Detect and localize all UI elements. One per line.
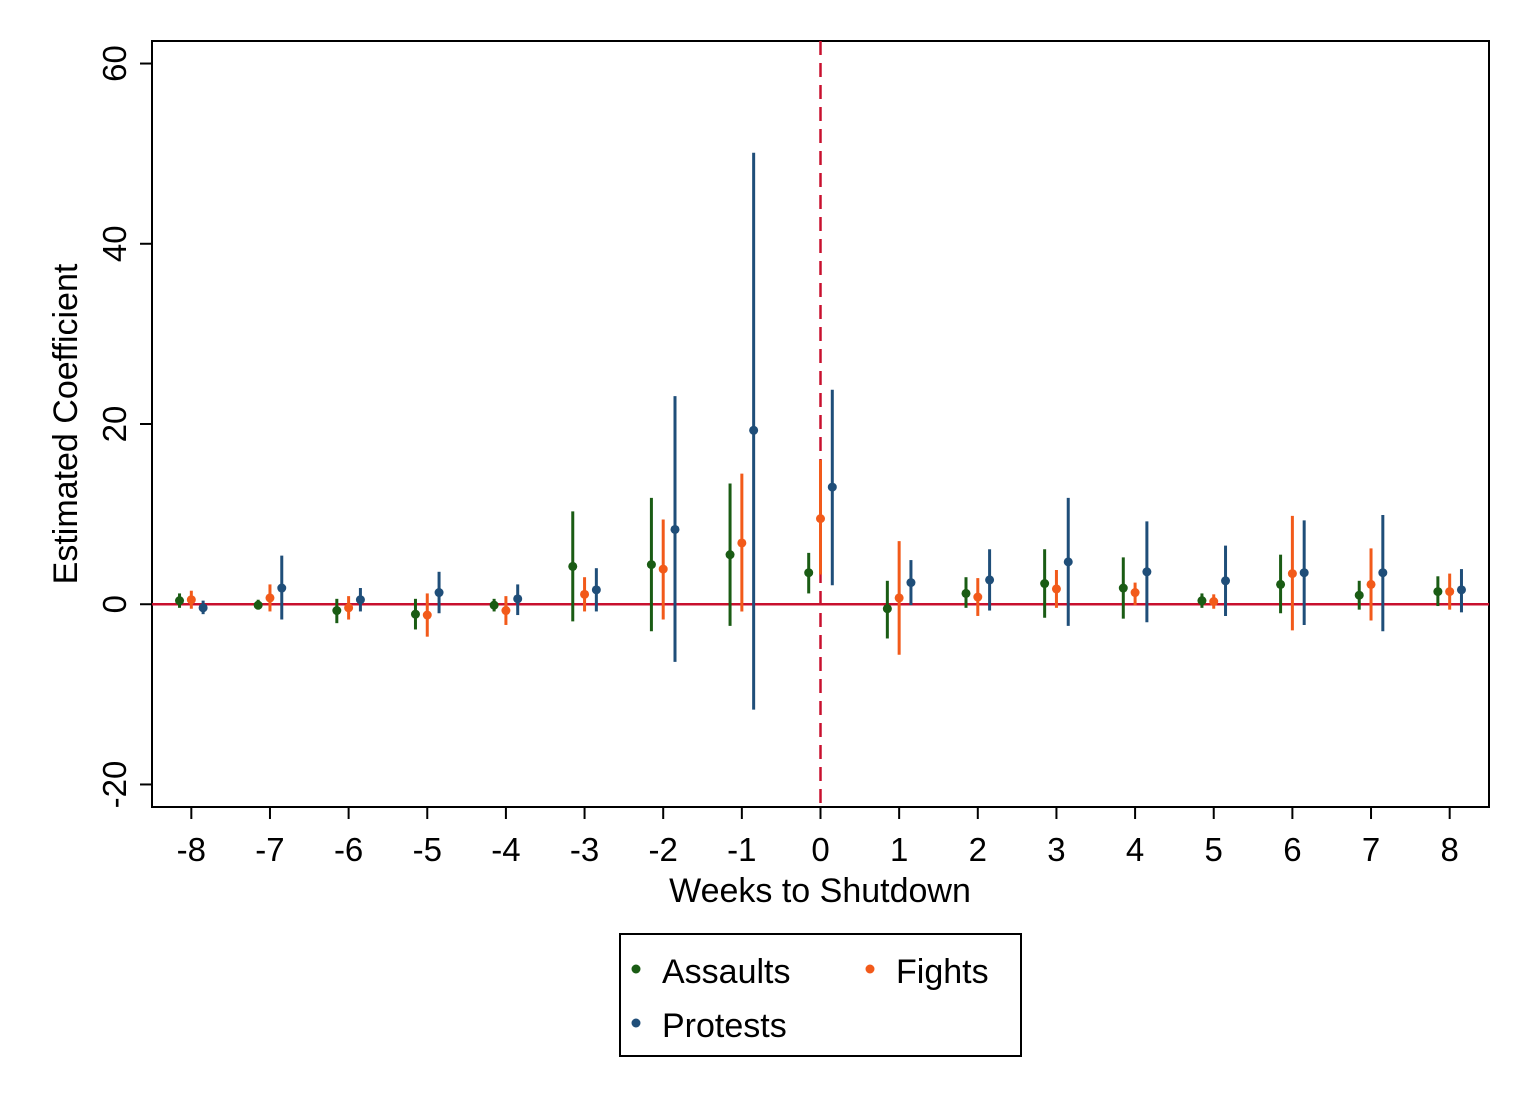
- x-tick-label: -7: [255, 831, 284, 868]
- protests-point: [985, 575, 995, 585]
- x-tick-label: 5: [1205, 831, 1223, 868]
- legend-label-fights: Fights: [896, 953, 989, 991]
- assaults-point: [725, 550, 735, 560]
- assaults-point: [804, 568, 814, 578]
- protests-point: [277, 583, 287, 593]
- assaults-point: [175, 596, 185, 606]
- x-tick-label: -1: [727, 831, 756, 868]
- y-tick-label: 20: [96, 406, 133, 443]
- x-tick-label: 0: [811, 831, 829, 868]
- assaults-point: [253, 600, 263, 610]
- protests-point: [906, 578, 916, 588]
- y-tick-label: 0: [96, 595, 133, 613]
- fights-point: [658, 564, 668, 574]
- fights-point: [1445, 587, 1455, 597]
- y-tick-label: 60: [96, 45, 133, 82]
- legend-label-protests: Protests: [662, 1007, 787, 1045]
- assaults-point: [1276, 579, 1286, 589]
- assaults-point: [489, 600, 499, 610]
- protests-point: [198, 603, 208, 613]
- series-protests: [198, 152, 1466, 710]
- protests-point: [355, 595, 365, 605]
- fights-point: [265, 593, 275, 603]
- fights-point: [344, 603, 354, 613]
- series-assaults: [175, 483, 1443, 639]
- assaults-point: [332, 606, 342, 616]
- protests-point: [1378, 568, 1388, 578]
- assaults-point: [1197, 596, 1207, 606]
- legend-label-assaults: Assaults: [662, 953, 791, 991]
- legend: Assaults Fights Protests: [619, 933, 1022, 1057]
- x-tick-label: 8: [1440, 831, 1458, 868]
- protests-point: [827, 482, 837, 492]
- fights-point: [816, 514, 825, 524]
- legend-box: [619, 933, 1022, 1057]
- legend-marker-protests: [631, 1018, 641, 1028]
- assaults-point: [646, 560, 656, 570]
- assaults-point: [1040, 579, 1050, 589]
- x-axis-label: Weeks to Shutdown: [669, 872, 971, 910]
- y-tick-label: -20: [96, 761, 133, 809]
- protests-point: [1299, 568, 1309, 578]
- fights-point: [501, 606, 511, 616]
- x-tick-label: 4: [1126, 831, 1144, 868]
- protests-point: [1063, 557, 1073, 567]
- fights-point: [973, 592, 983, 602]
- protests-point: [513, 594, 523, 604]
- series-fights: [186, 460, 1455, 655]
- protests-point: [1456, 585, 1466, 595]
- assaults-point: [568, 561, 578, 571]
- fights-point: [1366, 579, 1376, 589]
- protests-point: [434, 588, 444, 598]
- x-tick-label: 6: [1283, 831, 1301, 868]
- fights-point: [1287, 569, 1297, 579]
- x-tick-label: -2: [649, 831, 678, 868]
- fights-point: [422, 610, 432, 620]
- fights-point: [186, 595, 196, 605]
- x-tick-label: 3: [1047, 831, 1065, 868]
- fights-point: [1209, 597, 1219, 607]
- legend-marker-fights: [865, 964, 875, 974]
- fights-point: [1051, 584, 1061, 594]
- protests-point: [591, 585, 601, 595]
- x-tick-label: 2: [969, 831, 987, 868]
- protests-point: [1221, 576, 1231, 586]
- x-tick-label: -4: [491, 831, 520, 868]
- x-tick-label: -5: [413, 831, 442, 868]
- assaults-point: [961, 588, 971, 598]
- protests-point: [670, 524, 680, 534]
- fights-point: [737, 538, 747, 548]
- legend-marker-assaults: [631, 964, 641, 974]
- y-tick-label: 40: [96, 225, 133, 262]
- x-tick-label: -8: [177, 831, 206, 868]
- assaults-point: [1118, 583, 1128, 593]
- protests-point: [1142, 567, 1152, 577]
- protests-point: [749, 425, 759, 435]
- fights-point: [894, 593, 904, 603]
- assaults-point: [1433, 587, 1443, 597]
- assaults-point: [1354, 590, 1364, 600]
- y-axis-label: Estimated Coefficient: [47, 263, 85, 584]
- x-tick-label: 7: [1362, 831, 1380, 868]
- assaults-point: [410, 609, 420, 619]
- x-tick-label: 1: [890, 831, 908, 868]
- x-tick-label: -3: [570, 831, 599, 868]
- fights-point: [1130, 588, 1140, 598]
- x-tick-label: -6: [334, 831, 363, 868]
- assaults-point: [882, 604, 892, 614]
- fights-point: [580, 589, 590, 599]
